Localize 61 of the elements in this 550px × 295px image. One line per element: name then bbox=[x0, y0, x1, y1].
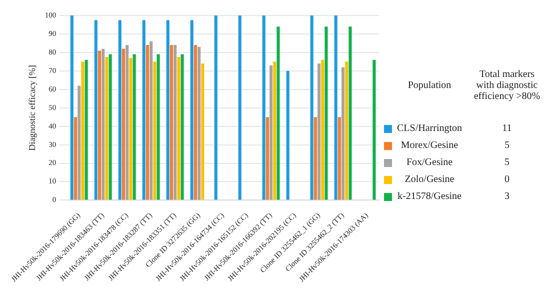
bar bbox=[180, 54, 184, 200]
bar bbox=[108, 54, 112, 200]
bar bbox=[174, 45, 177, 200]
bar bbox=[122, 48, 126, 200]
legend-label: Morex/Gesine bbox=[400, 139, 460, 153]
bar bbox=[190, 20, 194, 200]
bar bbox=[276, 26, 280, 200]
y-axis-title: Diagnostic efficacy [%] bbox=[26, 64, 37, 151]
bar bbox=[74, 117, 78, 200]
bar bbox=[345, 62, 348, 200]
bar bbox=[84, 60, 88, 200]
bar bbox=[286, 70, 290, 200]
bar bbox=[334, 16, 338, 200]
bar bbox=[270, 65, 273, 200]
text: 0 bbox=[504, 173, 510, 187]
bar bbox=[338, 117, 341, 200]
bar bbox=[198, 46, 201, 200]
legend-label: k-21578/Gesine bbox=[396, 190, 462, 204]
text: 5 bbox=[504, 156, 510, 170]
bar bbox=[94, 20, 98, 200]
bar bbox=[177, 57, 180, 200]
bar bbox=[129, 58, 132, 200]
text: 11 bbox=[501, 122, 513, 136]
bar bbox=[81, 62, 84, 200]
bar bbox=[150, 41, 153, 200]
bar bbox=[238, 16, 242, 200]
bar bbox=[156, 54, 160, 200]
bar bbox=[132, 54, 136, 200]
legend-title: Population bbox=[406, 78, 452, 92]
bar bbox=[98, 50, 102, 200]
bar bbox=[78, 86, 81, 200]
bar bbox=[170, 45, 174, 200]
bar bbox=[214, 16, 218, 200]
bar bbox=[118, 20, 122, 200]
bar bbox=[314, 117, 317, 200]
bar bbox=[341, 67, 345, 200]
bar bbox=[266, 117, 269, 200]
bar bbox=[142, 20, 146, 200]
bar bbox=[321, 60, 324, 200]
bar bbox=[194, 45, 198, 200]
bar bbox=[70, 16, 74, 200]
bar bbox=[146, 45, 150, 200]
bar bbox=[201, 64, 204, 200]
legend-label: Zolo/Gesine bbox=[404, 173, 456, 187]
bar bbox=[126, 45, 129, 200]
text: 3 bbox=[504, 190, 510, 204]
bar bbox=[153, 62, 156, 200]
text: Total markers with diagnostic efficiency >80% bbox=[472, 68, 542, 104]
legend-label: Fox/Gesine bbox=[405, 156, 454, 170]
bar bbox=[273, 62, 276, 200]
bar bbox=[324, 26, 328, 200]
bar bbox=[317, 64, 321, 200]
bar bbox=[262, 16, 266, 200]
bar bbox=[102, 48, 105, 200]
bar bbox=[372, 60, 376, 200]
bar bbox=[166, 20, 170, 200]
legend-label: CLS/Harrington bbox=[396, 122, 463, 136]
text: 5 bbox=[504, 139, 510, 153]
bar bbox=[310, 16, 314, 200]
bar bbox=[105, 57, 108, 200]
bar bbox=[348, 26, 352, 200]
